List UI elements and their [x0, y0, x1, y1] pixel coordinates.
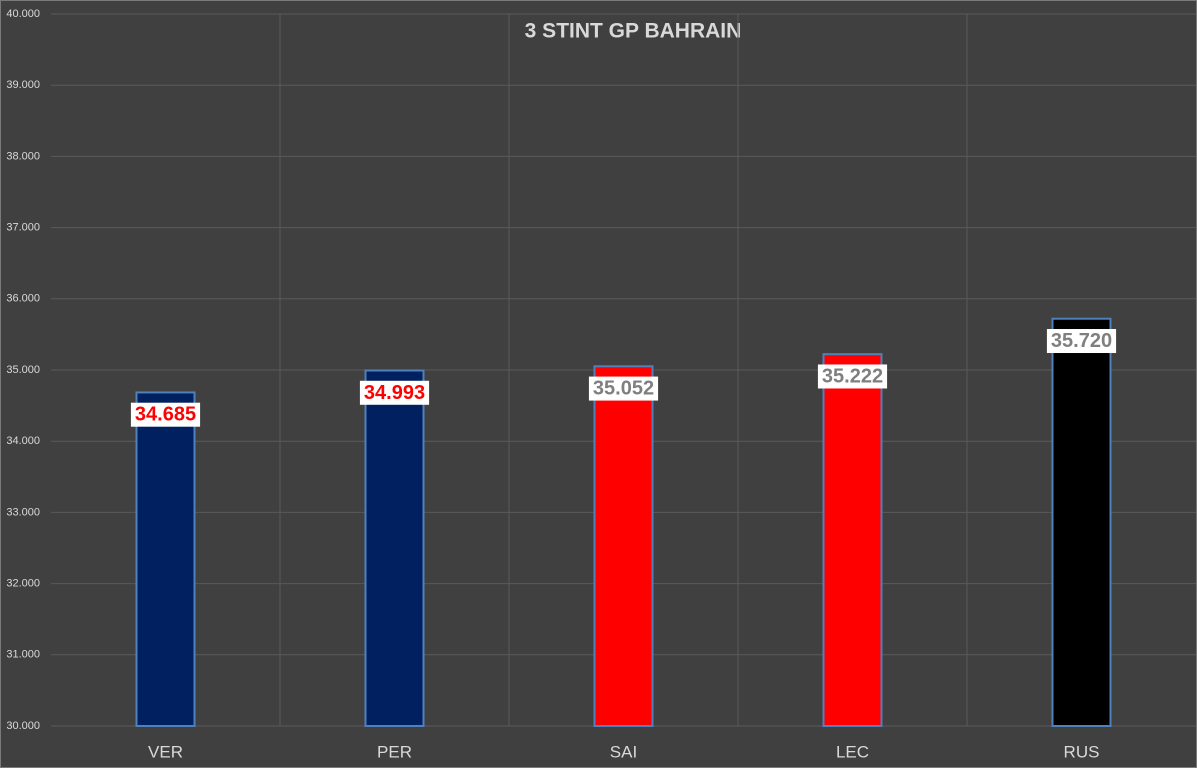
value-label-box: [130, 402, 201, 427]
y-tick-label: 40.000: [6, 8, 40, 20]
y-tick-label: 39.000: [6, 79, 40, 91]
bar: [364, 369, 425, 727]
x-tick-label: PER: [377, 742, 412, 761]
y-tick-label: 35.000: [6, 364, 40, 376]
value-label: 35.222: [822, 365, 883, 387]
bar: [135, 391, 196, 727]
bar: [593, 365, 654, 727]
bar: [1051, 317, 1112, 727]
y-tick-label: 36.000: [6, 293, 40, 305]
value-label: 34.993: [364, 382, 425, 404]
x-tick-label: VER: [148, 742, 183, 761]
value-label-box: [588, 376, 659, 401]
x-tick-label: LEC: [836, 742, 869, 761]
y-tick-label: 31.000: [6, 649, 40, 661]
value-label: 34.685: [135, 404, 196, 426]
y-tick-label: 37.000: [6, 222, 40, 234]
x-tick-label: RUS: [1064, 742, 1100, 761]
value-label: 35.720: [1051, 330, 1112, 352]
x-tick-label: SAI: [610, 742, 637, 761]
chart-title: 3 STINT GP BAHRAIN: [525, 20, 742, 43]
value-label-box: [817, 364, 888, 389]
y-tick-label: 38.000: [6, 150, 40, 162]
value-label-box: [1046, 329, 1117, 354]
y-tick-label: 34.000: [6, 435, 40, 447]
bar: [822, 353, 883, 727]
y-tick-label: 33.000: [6, 506, 40, 518]
value-label-box: [359, 380, 430, 405]
y-tick-label: 30.000: [6, 720, 40, 732]
y-tick-label: 32.000: [6, 578, 40, 590]
value-label: 35.052: [593, 378, 654, 400]
